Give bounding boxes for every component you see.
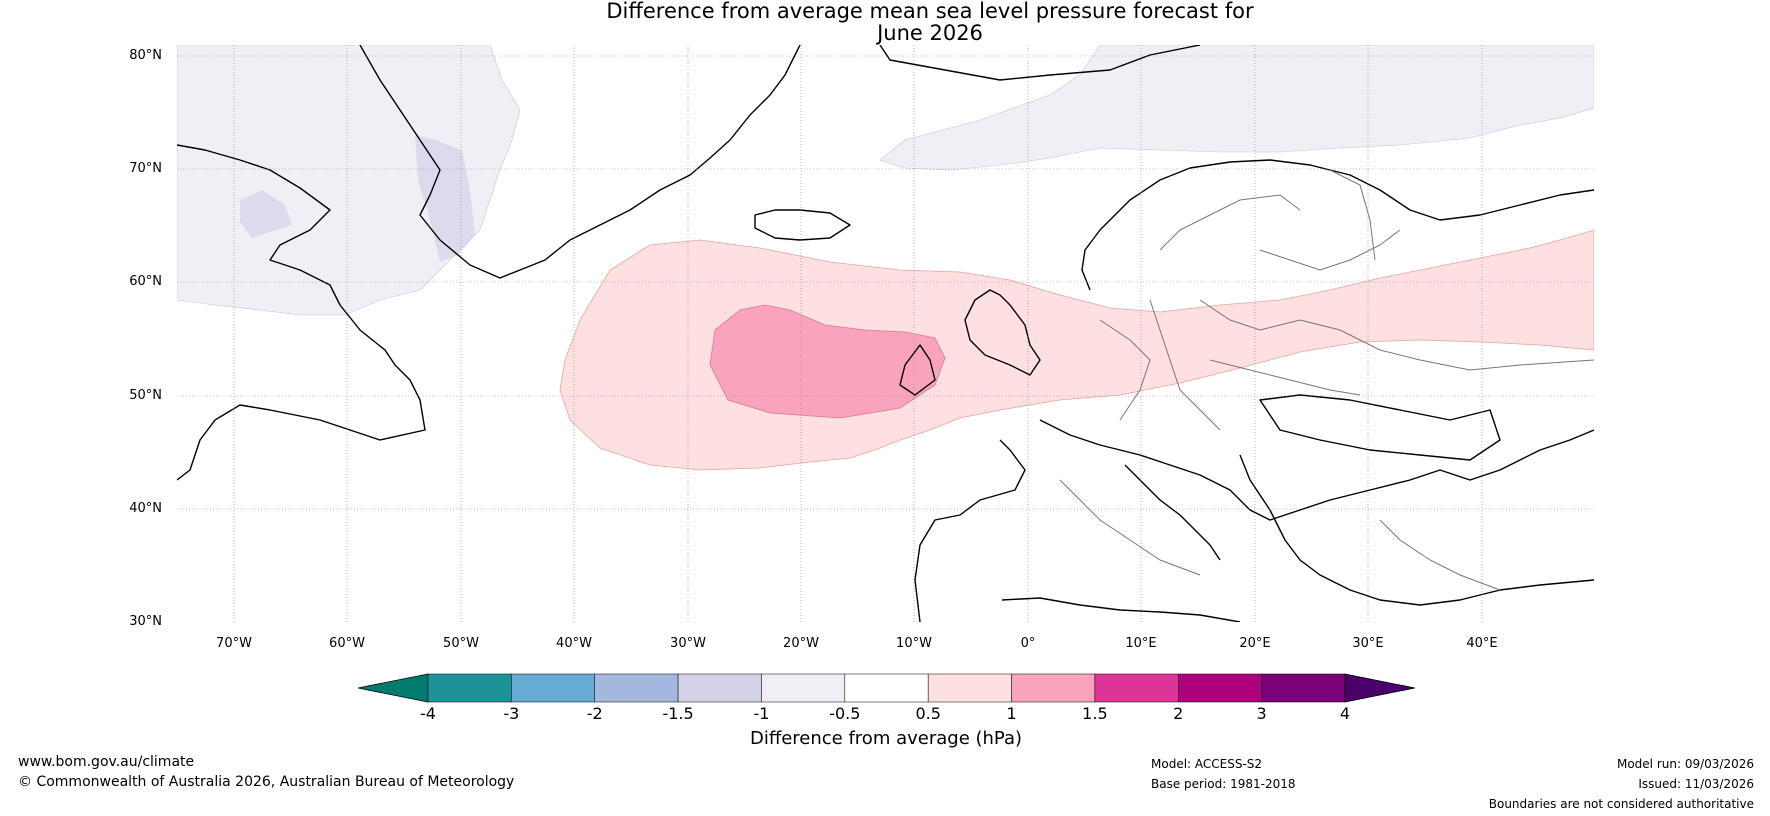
colorbar-tick-label: -1 [753, 704, 770, 723]
lon-label-30w: 30°W [670, 636, 706, 651]
colorbar-tick-label: 1.5 [1082, 704, 1108, 723]
lat-label-30n: 30°N [129, 614, 162, 629]
colorbar-tick-label: 4 [1339, 704, 1351, 723]
lat-label-60n: 60°N [129, 274, 162, 289]
colorbar-bin [761, 673, 846, 703]
map-area [177, 45, 1594, 622]
colorbar-bin [1094, 673, 1179, 703]
colorbar-bin [677, 673, 762, 703]
title-line-1-box: Difference from average mean sea level p… [430, 0, 1430, 22]
colorbar [357, 673, 1416, 703]
lat-label-70n: 70°N [129, 161, 162, 176]
lat-label-80n: 80°N [129, 48, 162, 63]
colorbar-tick-label: 0.5 [915, 704, 941, 723]
lon-label-40e: 40°E [1466, 636, 1498, 651]
colorbar-tick-label: -3 [503, 704, 520, 723]
lat-label-50n: 50°N [129, 388, 162, 403]
lon-label-10w: 10°W [896, 636, 932, 651]
graticule [177, 45, 1594, 622]
lon-label-40w: 40°W [556, 636, 592, 651]
lat-label-40n: 40°N [129, 501, 162, 516]
colorbar-extend-low [357, 673, 429, 703]
colorbar-tick-label: 3 [1256, 704, 1267, 723]
colorbar-tick-label: 1 [1006, 704, 1017, 723]
country-borders [1059, 169, 1594, 591]
title-line-2-box: June 2026 [430, 22, 1430, 44]
colorbar-bin [1261, 673, 1346, 703]
footer-model-run: Model run: 09/03/2026 [1616, 757, 1754, 771]
colorbar-bin [594, 673, 679, 703]
colorbar-tick-label: 2 [1173, 704, 1184, 723]
lon-label-50w: 50°W [443, 636, 479, 651]
colorbar-tick-label: -0.5 [829, 704, 861, 723]
lon-label-0: 0° [1020, 636, 1036, 651]
lon-label-20w: 20°W [783, 636, 819, 651]
lon-label-20e: 20°E [1239, 636, 1271, 651]
colorbar-extend-high [1344, 673, 1416, 703]
title-text-2: June 2026 [877, 21, 983, 45]
colorbar-label: Difference from average (hPa) [749, 728, 1023, 749]
lon-label-70w: 70°W [216, 636, 252, 651]
footer-disclaimer: Boundaries are not considered authoritat… [1488, 797, 1754, 811]
colorbar-tick-label: -4 [420, 704, 436, 723]
lon-label-10e: 10°E [1125, 636, 1157, 651]
lon-label-30e: 30°E [1352, 636, 1384, 651]
footer-issued: Issued: 11/03/2026 [1638, 777, 1754, 791]
colorbar-bin [927, 673, 1012, 703]
colorbar-bin [427, 673, 512, 703]
anomaly-west-of-ireland [709, 304, 946, 419]
colorbar-bin [1178, 673, 1262, 703]
footer-base-period: Base period: 1981-2018 [1151, 777, 1296, 791]
anomaly-greenland-labrador [177, 45, 521, 316]
footer-copyright: © Commonwealth of Australia 2026, Austra… [18, 774, 515, 790]
title-text-1: Difference from average mean sea level p… [606, 0, 1254, 23]
colorbar-bin [511, 673, 595, 703]
colorbar-tick-label: -2 [586, 704, 603, 723]
footer-model: Model: ACCESS-S2 [1151, 757, 1263, 771]
colorbar-bin [1011, 673, 1096, 703]
colorbar-tick-label: -1.5 [662, 704, 694, 723]
coastlines [177, 45, 1594, 622]
anomaly-svalbard-arctic [879, 45, 1594, 171]
colorbar-bin [844, 673, 929, 703]
footer-website[interactable]: www.bom.gov.au/climate [18, 754, 195, 770]
lon-label-60w: 60°W [329, 636, 365, 651]
